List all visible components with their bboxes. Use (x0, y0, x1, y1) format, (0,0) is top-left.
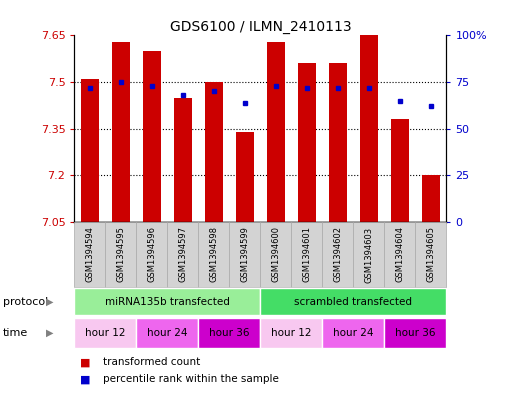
Text: GSM1394603: GSM1394603 (364, 226, 373, 283)
Bar (360, 35, 378, 222)
Bar (291, 222, 322, 287)
Title: GDS6100 / ILMN_2410113: GDS6100 / ILMN_2410113 (169, 20, 351, 34)
Text: hour 36: hour 36 (209, 328, 250, 338)
Text: time: time (3, 328, 28, 338)
Bar (74, 222, 105, 287)
Bar (143, 51, 161, 222)
Bar (229, 222, 260, 287)
Bar (390, 119, 409, 222)
Text: hour 36: hour 36 (395, 328, 436, 338)
Bar (260, 222, 291, 287)
Bar (74, 288, 260, 315)
Bar (298, 63, 316, 222)
Bar (173, 97, 192, 222)
Bar (199, 318, 260, 348)
Text: GSM1394594: GSM1394594 (85, 226, 94, 283)
Bar (136, 222, 167, 287)
Text: GSM1394601: GSM1394601 (302, 226, 311, 283)
Bar (199, 222, 229, 287)
Text: percentile rank within the sample: percentile rank within the sample (103, 374, 279, 384)
Bar (105, 222, 136, 287)
Text: GSM1394605: GSM1394605 (426, 226, 436, 283)
Bar (384, 222, 416, 287)
Bar (111, 42, 130, 222)
Text: GSM1394596: GSM1394596 (147, 226, 156, 283)
Text: ■: ■ (80, 374, 90, 384)
Text: GSM1394598: GSM1394598 (209, 226, 219, 283)
Text: hour 24: hour 24 (333, 328, 373, 338)
Text: GSM1394595: GSM1394595 (116, 226, 125, 283)
Text: scrambled transfected: scrambled transfected (294, 297, 412, 307)
Text: GSM1394599: GSM1394599 (241, 226, 249, 283)
Text: GSM1394600: GSM1394600 (271, 226, 280, 283)
Bar (416, 222, 446, 287)
Bar (260, 288, 446, 315)
Bar (74, 318, 136, 348)
Text: GSM1394597: GSM1394597 (179, 226, 187, 283)
Text: ▶: ▶ (46, 328, 54, 338)
Text: protocol: protocol (3, 297, 48, 307)
Bar (205, 82, 223, 222)
Text: GSM1394604: GSM1394604 (396, 226, 404, 283)
Bar (136, 318, 199, 348)
Bar (322, 318, 384, 348)
Bar (322, 222, 353, 287)
Text: hour 24: hour 24 (147, 328, 188, 338)
Text: hour 12: hour 12 (85, 328, 126, 338)
Bar (235, 132, 254, 222)
Text: hour 12: hour 12 (271, 328, 311, 338)
Bar (328, 63, 347, 222)
Bar (167, 222, 199, 287)
Bar (267, 42, 285, 222)
Text: ▶: ▶ (46, 297, 54, 307)
Text: ■: ■ (80, 357, 90, 367)
Bar (384, 318, 446, 348)
Text: GSM1394602: GSM1394602 (333, 226, 342, 283)
Bar (353, 222, 384, 287)
Bar (81, 79, 99, 222)
Bar (422, 175, 440, 222)
Bar (260, 318, 322, 348)
Text: transformed count: transformed count (103, 357, 200, 367)
Text: miRNA135b transfected: miRNA135b transfected (105, 297, 230, 307)
